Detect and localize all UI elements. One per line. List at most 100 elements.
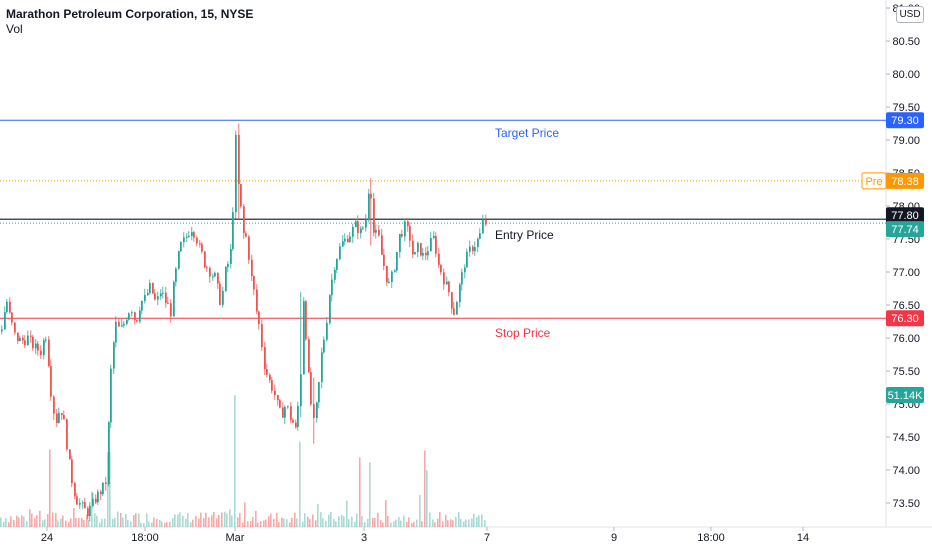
volume-bar <box>57 520 59 527</box>
stop-price-annotation[interactable]: Stop Price <box>495 326 551 340</box>
volume-bar <box>265 519 267 527</box>
volume-bar <box>338 515 340 527</box>
candle-body <box>269 374 271 381</box>
volume-bar <box>133 515 135 527</box>
target-price-label[interactable]: 79.30 <box>891 115 919 127</box>
candle-body <box>357 221 359 234</box>
time-tick-label: 24 <box>41 532 53 544</box>
volume-legend[interactable]: Vol <box>6 22 23 36</box>
candle-body <box>474 247 476 252</box>
volume-bar <box>465 519 467 527</box>
candle-body <box>355 221 357 227</box>
candle-body <box>326 322 328 340</box>
volume-bar <box>10 516 12 527</box>
candle-body <box>162 292 164 294</box>
volume-bar <box>354 521 356 527</box>
candle-body <box>131 312 133 314</box>
volume-bar <box>78 518 80 527</box>
volume-bar <box>312 514 314 527</box>
volume-bar <box>234 395 236 527</box>
candle-body <box>253 276 255 290</box>
candle-body <box>316 402 318 418</box>
candle-body <box>118 321 120 327</box>
volume-bar <box>361 516 363 527</box>
candle-body <box>313 404 315 418</box>
time-axis: 24 18:00 Mar 3 7 9 18:00 14 <box>41 527 809 544</box>
candle-body <box>227 263 229 268</box>
volume-bar <box>325 520 327 527</box>
stop-price-label[interactable]: 76.30 <box>891 313 919 325</box>
candle-body <box>409 226 411 241</box>
candle-body <box>178 251 180 269</box>
volume-bar <box>156 518 158 527</box>
candle-body <box>451 292 453 309</box>
volume-bar <box>3 521 5 527</box>
volume-bar <box>182 515 184 527</box>
candle-body <box>232 212 234 250</box>
candle-body <box>401 234 403 237</box>
candle-body <box>82 502 84 504</box>
volume-bar <box>99 522 101 527</box>
volume-bar <box>291 517 293 527</box>
time-tick-label: 14 <box>797 532 809 544</box>
volume-bar <box>442 521 444 527</box>
volume-bar <box>468 519 470 527</box>
currency-badge[interactable]: USD <box>896 6 924 23</box>
volume-value-label[interactable]: 51.14K <box>888 390 924 402</box>
volume-bar <box>408 517 410 527</box>
candle-body <box>264 347 266 370</box>
volume-bar <box>229 509 231 527</box>
volume-bar <box>221 512 223 527</box>
target-price-annotation[interactable]: Target Price <box>495 126 559 140</box>
candle-body <box>206 267 208 269</box>
volume-bar <box>122 517 124 527</box>
volume-bar <box>278 522 280 527</box>
premarket-price-label[interactable]: 78.38 <box>891 176 919 188</box>
candle-body <box>448 281 450 293</box>
volume-bar <box>315 520 317 527</box>
volume-bar <box>413 521 415 527</box>
volume-bar <box>164 523 166 527</box>
price-tick-label: 75.50 <box>892 366 920 378</box>
volume-bar <box>218 514 220 527</box>
volume-bar <box>216 518 218 527</box>
volume-bar <box>395 519 397 527</box>
volume-bar <box>16 515 18 527</box>
level-labels: Target Price Entry Price Stop Price 79.30 Pr… <box>495 112 924 403</box>
pre-tag[interactable]: Pre <box>865 176 882 188</box>
volume-bar <box>96 515 98 527</box>
candle-body <box>422 252 424 256</box>
candle-body <box>115 321 117 343</box>
volume-bars <box>0 395 486 527</box>
volume-bar <box>36 515 38 527</box>
candle-body <box>19 337 21 342</box>
price-tick-label: 79.50 <box>892 102 920 114</box>
candle-body <box>308 339 310 373</box>
volume-bar <box>88 519 90 527</box>
volume-bar <box>86 514 88 527</box>
volume-bar <box>146 513 148 527</box>
candle-body <box>209 267 211 277</box>
volume-bar <box>374 518 376 527</box>
volume-bar <box>5 517 7 527</box>
volume-bar <box>13 519 15 527</box>
last-price-label[interactable]: 77.80 <box>891 210 919 222</box>
symbol-title[interactable]: Marathon Petroleum Corporation, 15, NYSE <box>6 7 254 21</box>
volume-bar <box>29 509 31 527</box>
entry-price-annotation[interactable]: Entry Price <box>495 228 554 242</box>
candle-body <box>394 270 396 272</box>
candle-body <box>329 295 331 323</box>
candle-body <box>43 340 45 356</box>
volume-bar <box>276 512 278 527</box>
time-tick-label: 7 <box>484 532 490 544</box>
volume-bar <box>73 508 75 527</box>
volume-bar <box>47 514 49 527</box>
candle-body <box>58 413 60 423</box>
volume-bar <box>39 510 41 527</box>
price-tick-label: 76.00 <box>892 333 920 345</box>
candle-body <box>485 219 487 225</box>
current-price-label[interactable]: 77.74 <box>891 224 919 236</box>
volume-bar <box>481 514 483 527</box>
candle-body <box>321 352 323 383</box>
